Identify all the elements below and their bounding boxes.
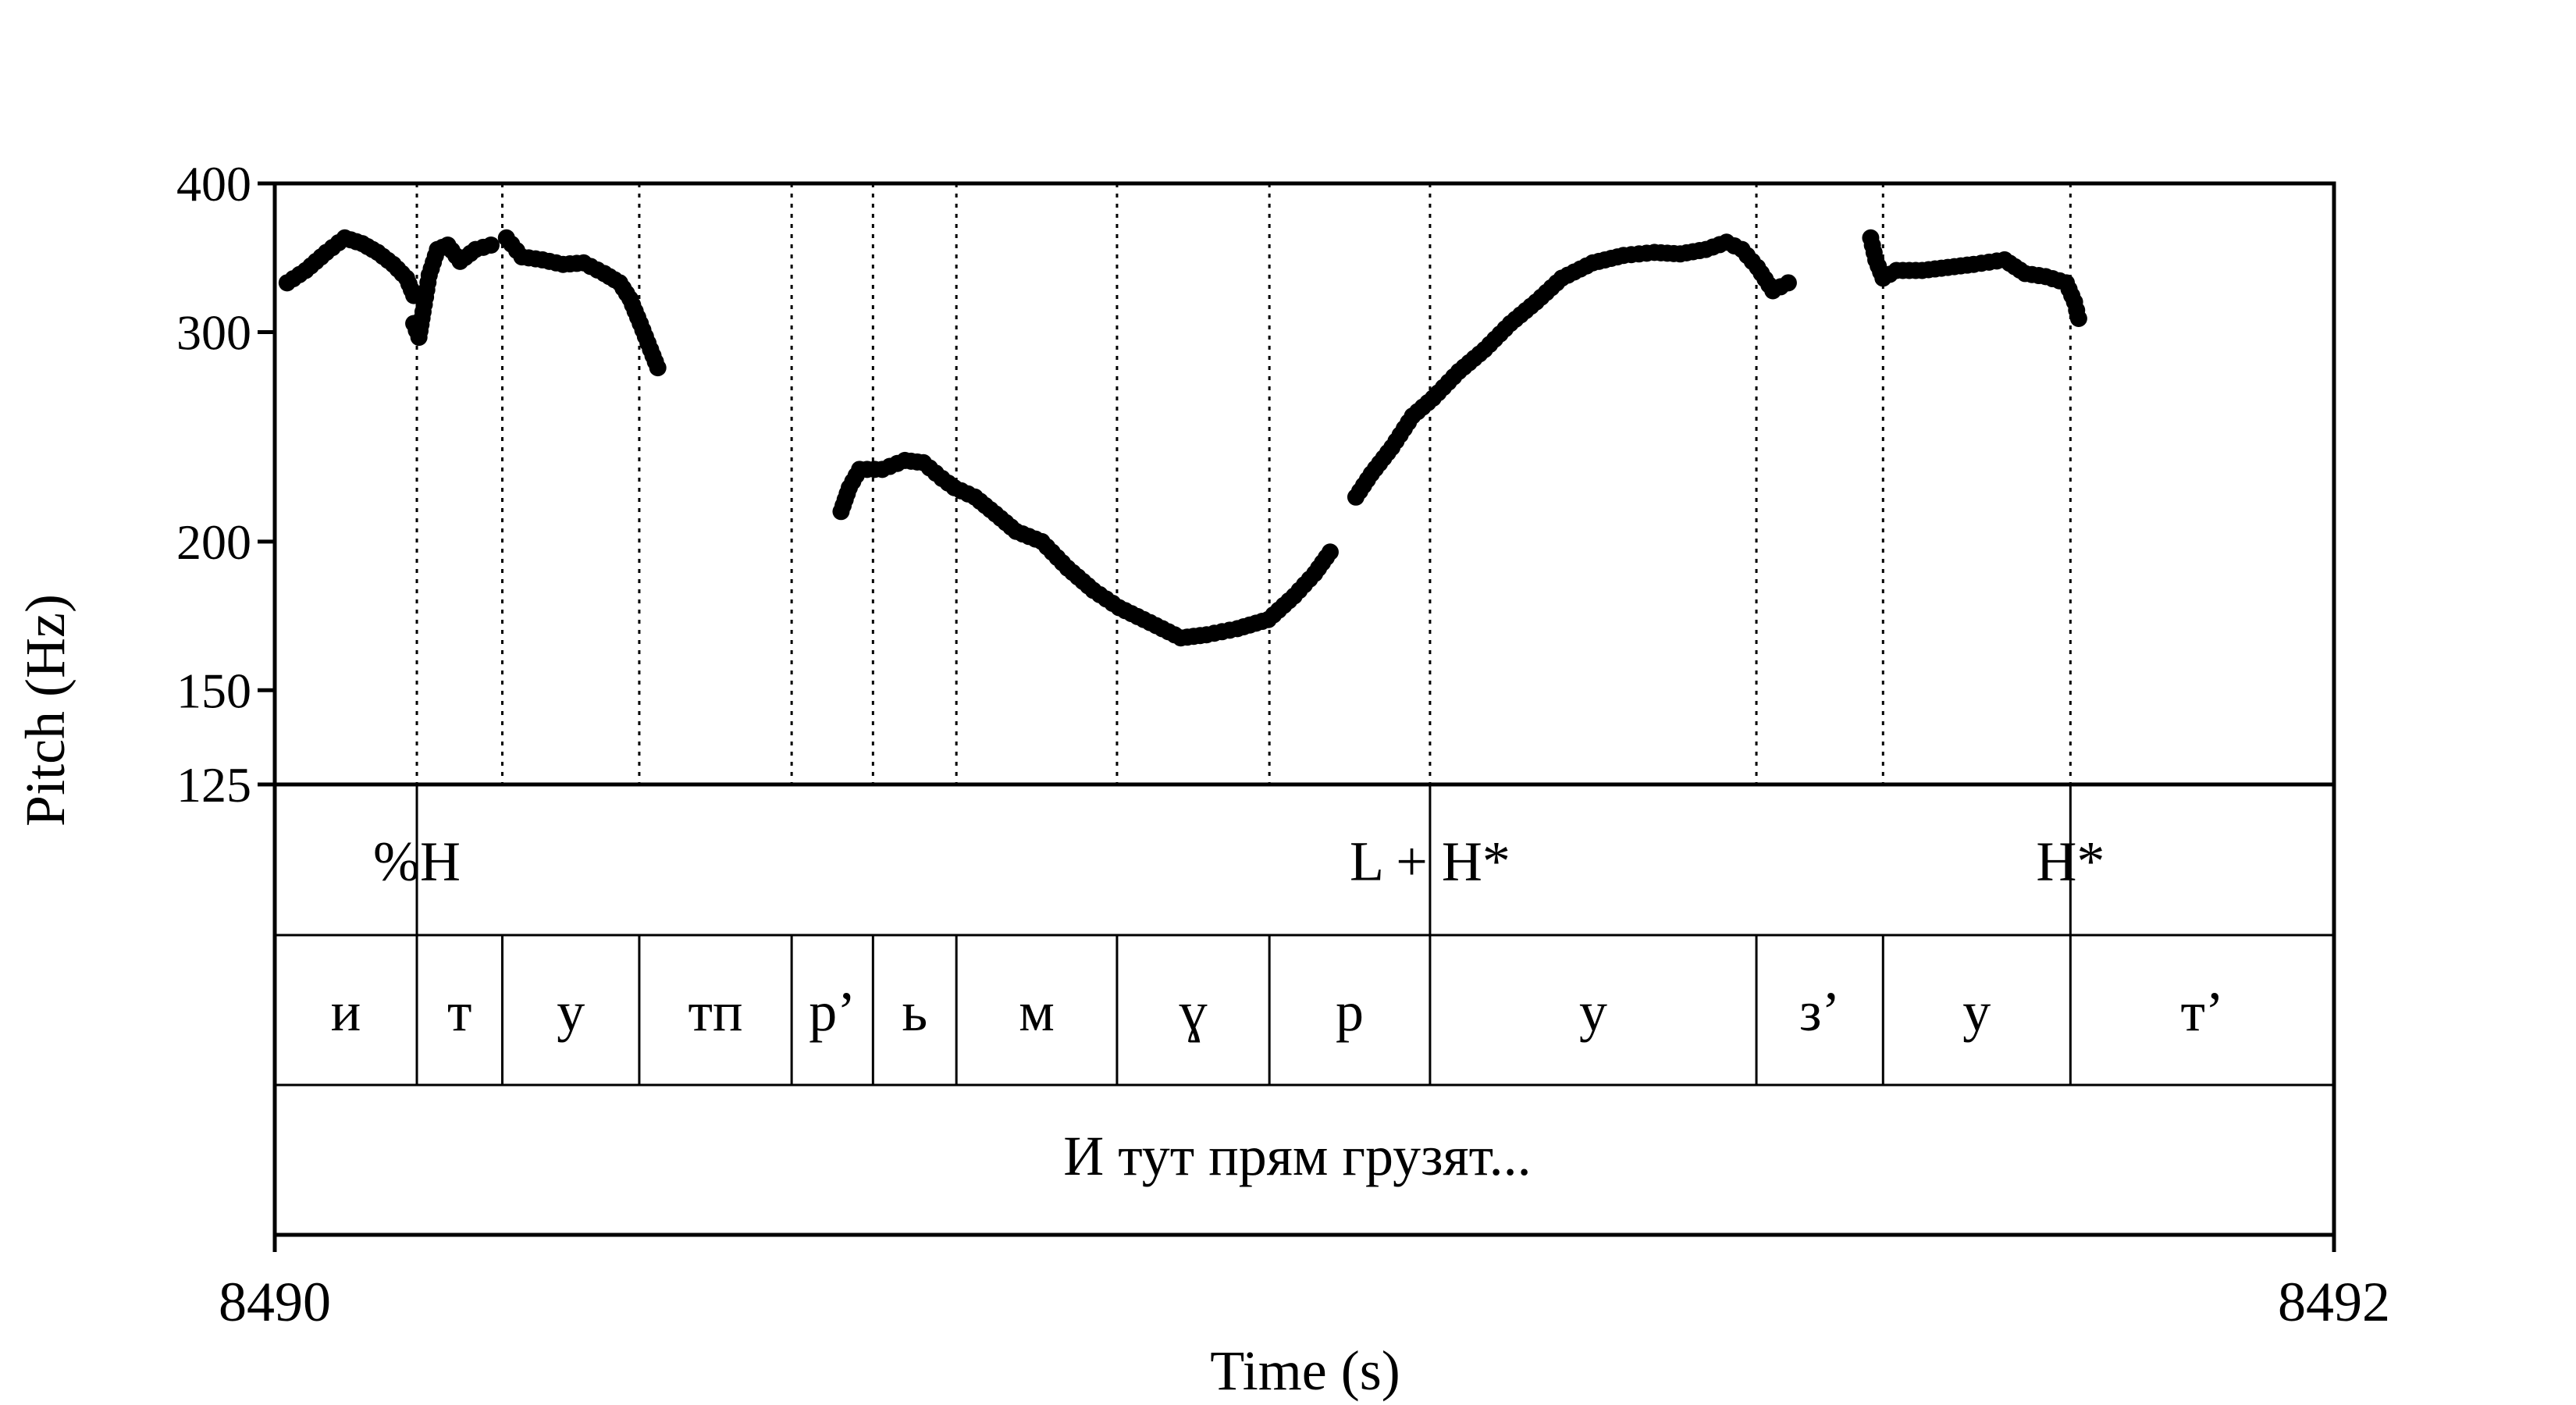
plot-frames (272, 181, 2336, 1237)
pitch-contours (278, 229, 2087, 647)
segment-label: т’ (2180, 980, 2223, 1043)
segment-label: р (1336, 980, 1364, 1043)
pitch-point (1779, 274, 1797, 292)
segment-tier: и т у тп р’ ь м ɣ р у з’ у т’ (331, 935, 2224, 1085)
segment-label: ɣ (1179, 980, 1208, 1043)
pitch-point (649, 359, 667, 377)
tone-label: H* (2036, 831, 2105, 893)
y-tick-label: 400 (176, 156, 251, 212)
y-tick-label: 200 (176, 514, 251, 570)
segment-label: т (447, 980, 471, 1043)
segment-label: тп (688, 980, 743, 1043)
pitch-point (1321, 543, 1339, 561)
x-axis-title: Time (s) (1210, 1339, 1400, 1402)
tone-tier: %H L + H* H* (373, 784, 2105, 935)
pitch-contour (497, 229, 667, 377)
x-tick-label: 8490 (219, 1271, 331, 1333)
pitch-contour (1862, 229, 2087, 328)
tone-label: %H (373, 831, 461, 893)
y-tick-label: 150 (176, 663, 251, 718)
segment-label: у (1579, 980, 1607, 1043)
pitch-contour (405, 237, 500, 347)
segment-label: у (1962, 980, 1991, 1043)
y-axis-ticks: 400 300 200 150 125 (176, 156, 275, 813)
pitch-contour (278, 229, 423, 304)
y-tick-label: 125 (176, 757, 251, 813)
pitch-contour (1347, 233, 1797, 506)
segment-label: м (1019, 980, 1055, 1043)
x-tick-label: 8492 (2278, 1271, 2390, 1333)
y-tick-label: 300 (176, 304, 251, 360)
x-axis-ticks: 8490 8492 (219, 1235, 2390, 1333)
segment-label: ь (902, 980, 927, 1043)
segment-label: р’ (809, 980, 856, 1043)
boundary-lines (415, 183, 2072, 784)
pitch-point (482, 237, 500, 254)
pitch-contour (832, 451, 1339, 647)
tier-frame (272, 782, 2336, 1237)
tone-label: L + H* (1350, 831, 1510, 893)
y-axis-title: Pitch (Hz) (14, 594, 76, 827)
segment-label: з’ (1799, 980, 1840, 1043)
pitch-point (2069, 310, 2087, 328)
sentence-label: И тут прям грузят... (1063, 1125, 1531, 1187)
segment-label: у (557, 980, 585, 1043)
segment-label: и (331, 980, 361, 1043)
